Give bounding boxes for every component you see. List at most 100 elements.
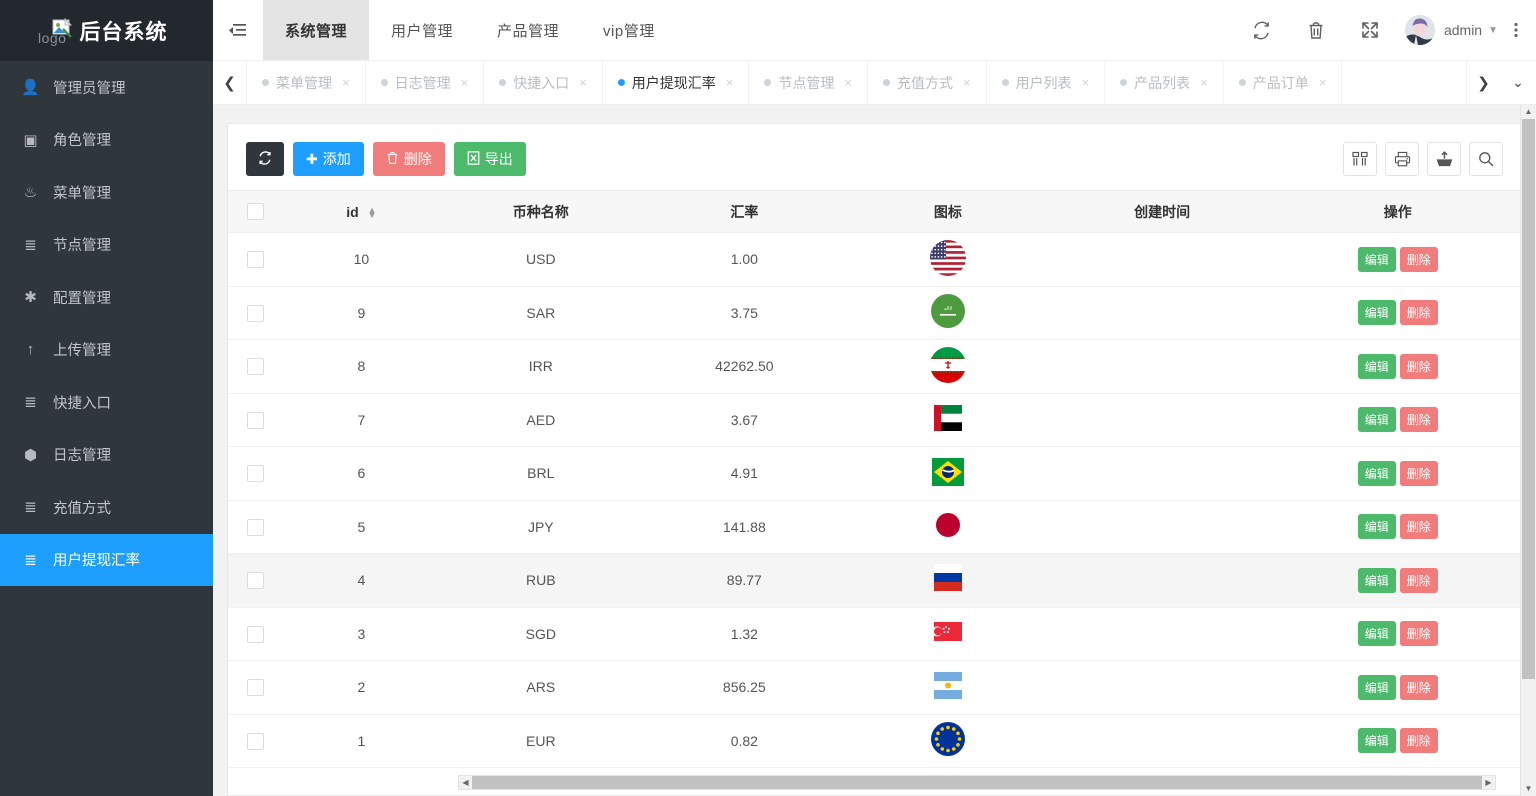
table-row[interactable]: 2 ARS 856.25 编辑 删除 [228, 660, 1521, 715]
select-all-checkbox[interactable] [247, 203, 265, 221]
page-tab-8[interactable]: 产品订单 × [1224, 61, 1343, 104]
tabs-scroll-left-icon[interactable]: ❮ [213, 61, 247, 104]
sidebar-item-1[interactable]: ▣ 角色管理 [0, 114, 213, 167]
sidebar-item-9[interactable]: ≣ 用户提现汇率 [0, 533, 213, 586]
row-delete-button[interactable]: 删除 [1399, 514, 1438, 540]
tabs-dropdown-icon[interactable]: ⌄ [1512, 74, 1524, 90]
nav-tab-2[interactable]: 产品管理 [497, 22, 560, 40]
sidebar-item-4[interactable]: ✱ 配置管理 [0, 271, 213, 324]
scroll-right-arrow-icon[interactable]: ▶ [1485, 778, 1492, 787]
horizontal-scrollbar[interactable]: ◀ ▶ [458, 775, 1496, 790]
nav-tab-0[interactable]: 系统管理 [263, 0, 370, 60]
row-checkbox[interactable] [247, 679, 265, 697]
row-checkbox[interactable] [247, 732, 265, 750]
row-delete-button[interactable]: 删除 [1399, 407, 1438, 433]
trash-icon[interactable] [1289, 0, 1343, 61]
row-delete-button[interactable]: 删除 [1399, 728, 1438, 754]
table-row[interactable]: 1 EUR 0.82 编辑 删除 [228, 714, 1521, 768]
row-checkbox[interactable] [247, 304, 265, 322]
tabs-scroll-right-icon[interactable]: ❯ [1466, 61, 1500, 104]
tab-close-icon[interactable]: × [1200, 75, 1208, 90]
row-delete-button[interactable]: 删除 [1399, 300, 1438, 326]
vertical-scrollbar[interactable]: ▲ ▼ [1520, 105, 1536, 796]
table-row[interactable]: 9 SAR 3.75 لااله 编辑 删除 [228, 286, 1521, 340]
edit-button[interactable]: 编辑 [1357, 621, 1396, 647]
more-vertical-icon[interactable] [1502, 22, 1530, 38]
tab-close-icon[interactable]: × [725, 75, 734, 90]
edit-button[interactable]: 编辑 [1357, 674, 1396, 700]
row-checkbox[interactable] [247, 411, 265, 429]
row-checkbox[interactable] [247, 358, 265, 376]
row-checkbox[interactable] [247, 625, 265, 643]
row-delete-button[interactable]: 删除 [1399, 674, 1438, 700]
refresh-button[interactable] [246, 142, 284, 176]
edit-button[interactable]: 编辑 [1357, 246, 1396, 272]
page-tab-1[interactable]: 日志管理 × [366, 61, 485, 104]
delete-button[interactable]: 删除 [372, 142, 445, 176]
nav-tab-1[interactable]: 用户管理 [391, 22, 454, 40]
page-tab-7[interactable]: 产品列表 × [1105, 61, 1224, 104]
sidebar-item-7[interactable]: ⬢ 日志管理 [0, 429, 213, 482]
page-tab-0[interactable]: 菜单管理 × [247, 61, 366, 104]
page-tab-4[interactable]: 节点管理 × [749, 61, 868, 104]
row-delete-button[interactable]: 删除 [1399, 567, 1438, 593]
tab-close-icon[interactable]: × [1081, 75, 1090, 90]
menu-fold-icon[interactable] [213, 0, 263, 60]
table-row[interactable]: 10 USD 1.00 编辑 删除 [228, 232, 1521, 287]
edit-button[interactable]: 编辑 [1357, 514, 1396, 540]
row-delete-button[interactable]: 删除 [1399, 621, 1438, 647]
page-tab-5[interactable]: 充值方式 × [868, 61, 987, 104]
horizontal-scroll-thumb[interactable] [472, 776, 1482, 789]
vertical-scroll-thumb[interactable] [1522, 119, 1535, 679]
page-tab-3[interactable]: 用户提现汇率 × [603, 61, 750, 104]
export-upload-icon[interactable] [1427, 142, 1461, 176]
edit-button[interactable]: 编辑 [1357, 407, 1396, 433]
scroll-down-arrow-icon[interactable]: ▼ [1524, 784, 1533, 793]
edit-button[interactable]: 编辑 [1357, 353, 1396, 379]
chevron-down-icon[interactable]: ▼ [1488, 24, 1498, 36]
print-icon[interactable] [1385, 142, 1419, 176]
sidebar-item-8[interactable]: ≣ 充值方式 [0, 481, 213, 534]
table-row[interactable]: 6 BRL 4.91 编辑 删除 [228, 446, 1521, 501]
table-row[interactable]: 8 IRR 42262.50 编辑 删除 [228, 339, 1521, 394]
sidebar-item-6[interactable]: ≣ 快捷入口 [0, 376, 213, 429]
sidebar-logo[interactable]: logo 后台系统 [0, 0, 213, 61]
table-row[interactable]: 7 AED 3.67 编辑 删除 [228, 393, 1521, 447]
scroll-left-arrow-icon[interactable]: ◀ [462, 778, 469, 787]
tab-close-icon[interactable]: × [460, 75, 469, 90]
edit-button[interactable]: 编辑 [1357, 567, 1396, 593]
row-checkbox[interactable] [247, 572, 265, 590]
columns-icon[interactable] [1343, 142, 1377, 176]
tab-close-icon[interactable]: × [342, 75, 350, 90]
tab-close-icon[interactable]: × [1318, 75, 1327, 90]
row-delete-button[interactable]: 删除 [1399, 353, 1438, 379]
row-checkbox[interactable] [247, 518, 265, 536]
page-tab-6[interactable]: 用户列表 × [987, 61, 1106, 104]
tab-close-icon[interactable]: × [579, 75, 587, 90]
table-row[interactable]: 5 JPY 141.88 编辑 删除 [228, 500, 1521, 554]
tab-close-icon[interactable]: × [962, 75, 971, 90]
fullscreen-icon[interactable] [1343, 0, 1397, 61]
add-button[interactable]: ✚ 添加 [293, 142, 364, 176]
row-checkbox[interactable] [247, 251, 265, 269]
row-delete-button[interactable]: 删除 [1399, 460, 1438, 486]
refresh-icon[interactable] [1235, 0, 1289, 61]
table-row[interactable]: 4 RUB 89.77 编辑 删除 [228, 553, 1521, 608]
sidebar-item-5[interactable]: ↑ 上传管理 [0, 324, 213, 377]
search-icon[interactable] [1469, 142, 1503, 176]
row-delete-button[interactable]: 删除 [1399, 246, 1438, 272]
row-checkbox[interactable] [247, 465, 265, 483]
header-id[interactable]: id ▲ ▼ [283, 190, 440, 233]
page-tab-2[interactable]: 快捷入口 × [484, 61, 603, 104]
edit-button[interactable]: 编辑 [1357, 728, 1396, 754]
edit-button[interactable]: 编辑 [1357, 300, 1396, 326]
tab-close-icon[interactable]: × [844, 75, 852, 90]
scroll-up-arrow-icon[interactable]: ▲ [1524, 107, 1533, 116]
sort-icon[interactable]: ▲ ▼ [367, 204, 377, 220]
sidebar-item-0[interactable]: 👤 管理员管理 [0, 61, 213, 114]
sidebar-item-3[interactable]: ≣ 节点管理 [0, 219, 213, 272]
export-button[interactable]: 导出 [453, 142, 526, 176]
edit-button[interactable]: 编辑 [1357, 460, 1396, 486]
table-row[interactable]: 3 SGD 1.32 编辑 删除 [228, 607, 1521, 661]
avatar[interactable] [1404, 15, 1435, 45]
